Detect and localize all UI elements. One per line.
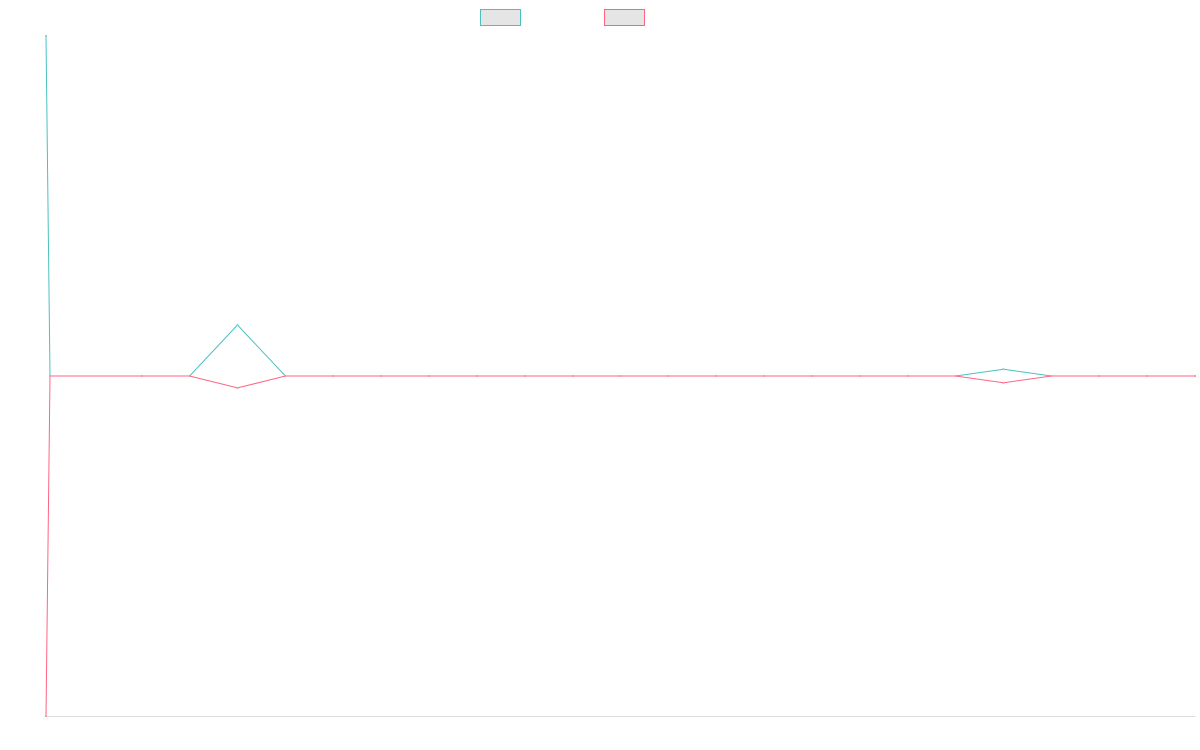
data-point[interactable] [44,714,48,718]
series-group [44,34,1197,718]
data-point[interactable] [858,374,861,378]
data-point[interactable] [236,323,239,327]
legend-swatch-2[interactable] [604,9,645,26]
data-point[interactable] [188,374,191,378]
data-point[interactable] [619,374,622,378]
data-point[interactable] [1002,381,1005,384]
data-point[interactable] [236,386,239,389]
data-point[interactable] [44,34,48,38]
data-point[interactable] [427,374,431,378]
data-point[interactable] [954,374,957,378]
data-point[interactable] [763,374,766,378]
data-point[interactable] [48,374,52,378]
data-point[interactable] [475,374,478,378]
data-point[interactable] [906,374,909,378]
data-point[interactable] [810,374,814,378]
data-point[interactable] [571,374,574,378]
data-point[interactable] [380,374,383,378]
data-point[interactable] [1146,374,1149,378]
data-point[interactable] [332,374,335,378]
data-point[interactable] [1002,368,1005,371]
data-point[interactable] [667,374,670,378]
legend-swatch-1[interactable] [480,9,521,26]
data-point[interactable] [1098,374,1101,378]
data-point[interactable] [140,374,143,378]
data-point[interactable] [284,374,287,378]
data-point[interactable] [715,374,718,378]
data-point[interactable] [1050,374,1053,378]
series-line-1 [45,35,1195,377]
data-point[interactable] [1193,374,1197,378]
data-point[interactable] [523,374,526,378]
series-line-2 [45,375,1195,717]
chart-legend[interactable] [480,9,645,26]
